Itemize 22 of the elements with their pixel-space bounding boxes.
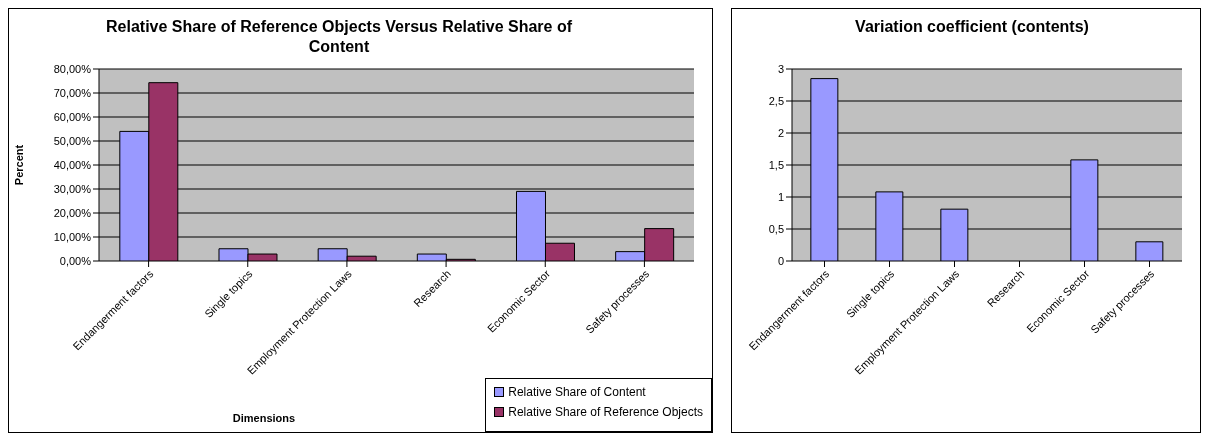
y-axis-title: Percent [12,144,25,186]
y-tick-label: 2 [777,126,784,139]
y-tick-label: 2,5 [768,94,784,107]
y-tick-label: 1 [777,190,784,203]
legend-label: Relative Share of Content [508,385,646,399]
y-tick-label: 0 [777,254,784,267]
y-tick-label: 1,5 [768,158,784,171]
x-axis-title: Dimensions [231,412,297,424]
y-tick-label: 70,00% [53,86,92,99]
y-tick-label: 60,00% [53,110,92,123]
y-tick-label: 50,00% [53,134,92,147]
chart-title: Relative Share of Reference Objects Versus Relative Share of Content [105,17,573,57]
legend-label: Relative Share of Reference Objects [508,405,703,419]
y-tick-label: 20,00% [53,206,92,219]
y-tick-label: 30,00% [53,182,92,195]
y-tick-label: 40,00% [53,158,92,171]
y-tick-label: 3 [777,62,784,75]
y-tick-label: 10,00% [53,230,92,243]
y-tick-label: 0,00% [59,254,92,267]
y-tick-label: 80,00% [53,62,92,75]
y-tick-label: 0,5 [768,222,784,235]
chart-title: Variation coefficient (contents) [854,17,1090,37]
